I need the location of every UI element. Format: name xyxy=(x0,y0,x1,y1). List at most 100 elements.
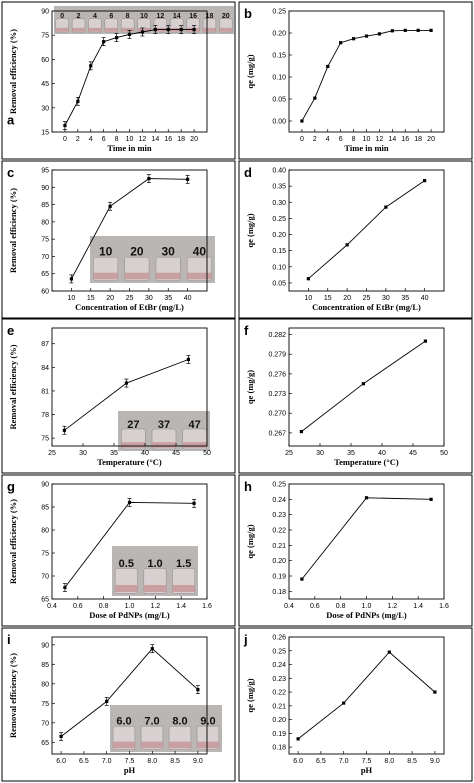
x-tick-label: 18 xyxy=(177,136,185,143)
x-tick-label: 14 xyxy=(151,136,159,143)
panel-letter: e xyxy=(7,323,14,338)
data-point xyxy=(326,64,330,69)
y-axis-label: Removal efficiency (%) xyxy=(8,188,18,273)
panel-letter: b xyxy=(244,6,252,21)
vial-label: 40 xyxy=(193,245,207,259)
data-point xyxy=(423,179,427,183)
y-tick-label: 78 xyxy=(41,412,49,419)
x-tick-label: 45 xyxy=(409,450,417,457)
x-tick-label: 50 xyxy=(203,450,211,457)
x-tick-label: 0.6 xyxy=(310,603,320,610)
x-tick-label: 16 xyxy=(164,136,172,143)
y-tick-label: 0.20 xyxy=(272,717,286,724)
x-tick-label: 9.0 xyxy=(430,758,440,765)
y-tick-label: 85 xyxy=(41,662,49,669)
x-axis-label: Temperature (°C) xyxy=(97,457,162,467)
panel-e: 27 37 47 25 30 35 40 45 50 75 78 81 84 87 Temperature … xyxy=(1,318,236,474)
data-point xyxy=(63,585,67,590)
vial-label: 1.5 xyxy=(176,558,191,570)
y-axis-label: qe (mg/g) xyxy=(245,213,255,247)
x-tick-label: 8.5 xyxy=(170,758,180,765)
x-tick-label: 0 xyxy=(63,136,67,143)
x-axis-label: pH xyxy=(124,765,136,775)
vial-label: 20 xyxy=(222,13,230,20)
x-tick-label: 14 xyxy=(388,136,396,143)
data-point xyxy=(429,28,433,32)
x-axis-label: Temperature (°C) xyxy=(334,457,399,467)
vial-liquid xyxy=(152,442,176,448)
y-tick-label: 0.15 xyxy=(272,53,286,60)
data-point xyxy=(361,382,365,386)
x-axis-label: Dose of PdNPs (mg/L) xyxy=(89,610,170,620)
y-tick-label: 60 xyxy=(41,289,49,296)
x-tick-label: 18 xyxy=(414,136,422,143)
data-point xyxy=(62,428,66,432)
vial-liquid xyxy=(197,741,219,749)
vial-liquid xyxy=(143,585,167,592)
y-axis-label: qe (mg/g) xyxy=(245,370,255,404)
y-tick-label: 0.21 xyxy=(272,543,286,550)
data-point xyxy=(377,32,382,36)
x-tick-label: 1.0 xyxy=(362,603,372,610)
data-point xyxy=(127,32,132,36)
x-tick-label: 25 xyxy=(126,295,134,302)
y-axis-label: Removal efficiency (%) xyxy=(8,344,18,429)
y-tick-label: 0.35 xyxy=(272,184,286,191)
y-axis-label: Removal efficiency (%) xyxy=(8,499,18,584)
vial-liquid xyxy=(121,27,135,32)
panel-frame xyxy=(238,160,473,319)
y-tick-label: 0.20 xyxy=(272,232,286,239)
vial-label: 0.5 xyxy=(119,558,134,570)
y-tick-label: 0.20 xyxy=(272,558,286,565)
x-tick-label: 12 xyxy=(139,136,147,143)
y-tick-label: 80 xyxy=(41,528,49,535)
panel-j: 6.0 6.5 7.0 7.5 8.0 8.5 9.0 0.18 0.19 0.20 0.21 0.2… xyxy=(238,627,473,782)
panel-a: 0 2 4 6 8 10 12 14 16 18 20 0 2 4 6 8 10 12 14 16 18 20 15 30 45… xyxy=(1,1,236,160)
y-tick-label: 60 xyxy=(41,57,49,64)
y-tick-label: 65 xyxy=(41,740,49,747)
panel-c: 10 20 30 40 10 15 20 25 30 35 40 60 65 70 75 80 85 90 95 Co… xyxy=(1,160,236,319)
vial-liquid xyxy=(121,442,146,448)
y-tick-label: 0.26 xyxy=(272,635,286,642)
x-tick-label: 8.0 xyxy=(384,758,394,765)
data-point xyxy=(423,339,427,343)
vial-photo-inset: 27 37 47 xyxy=(118,411,210,451)
data-point xyxy=(192,501,196,505)
panel-b: 0 2 4 6 8 10 12 14 16 18 20 0.00 0.05 0.10 0.15 0.20 0.2… xyxy=(238,1,473,160)
y-tick-label: 0.25 xyxy=(272,482,286,489)
vial-label: 9.0 xyxy=(200,716,215,728)
vial-label: 10 xyxy=(99,245,113,259)
x-axis-label: Time in min xyxy=(107,143,152,153)
panel-letter: a xyxy=(7,112,15,127)
y-tick-label: 0.25 xyxy=(272,648,286,655)
x-tick-label: 35 xyxy=(347,450,355,457)
y-tick-label: 0.10 xyxy=(272,264,286,271)
x-tick-label: 4 xyxy=(326,136,330,143)
y-axis-label: qe (mg/g) xyxy=(245,524,255,558)
data-point xyxy=(140,30,145,34)
y-tick-label: 0.22 xyxy=(272,690,286,697)
y-tick-label: 0.24 xyxy=(272,497,286,504)
y-tick-label: 0.00 xyxy=(272,119,286,126)
data-point xyxy=(306,277,310,281)
vial-label: 14 xyxy=(173,13,181,20)
y-tick-label: 45 xyxy=(41,81,49,88)
x-tick-label: 30 xyxy=(382,295,390,302)
plot-area-frame xyxy=(51,327,208,447)
data-point xyxy=(403,28,407,32)
x-tick-label: 1.6 xyxy=(439,603,449,610)
y-tick-label: 0.273 xyxy=(268,391,286,398)
y-tick-label: 75 xyxy=(41,436,49,443)
x-tick-label: 7.5 xyxy=(125,758,135,765)
vial-liquid xyxy=(182,442,207,448)
y-tick-label: 0.22 xyxy=(272,528,286,535)
panel-frame xyxy=(238,474,473,627)
x-tick-label: 8 xyxy=(115,136,119,143)
y-tick-label: 0.267 xyxy=(268,430,286,437)
x-tick-label: 40 xyxy=(141,450,149,457)
y-tick-label: 75 xyxy=(41,551,49,558)
y-tick-label: 0.18 xyxy=(272,589,286,596)
x-tick-label: 35 xyxy=(401,295,409,302)
x-tick-label: 6.5 xyxy=(316,758,326,765)
